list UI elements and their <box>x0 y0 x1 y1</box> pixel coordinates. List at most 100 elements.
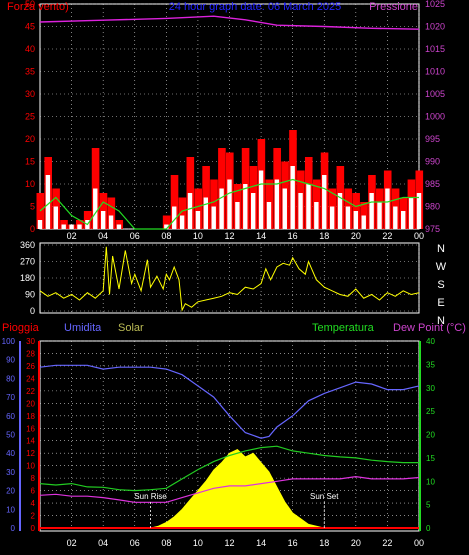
solar-series <box>150 449 325 529</box>
humidity-line <box>39 364 420 439</box>
pressure-tick-label: 1015 <box>425 44 445 54</box>
humidity-tick-label: 10 <box>6 505 15 514</box>
sunrise-label: Sun Rise <box>134 492 167 501</box>
humidity-tick-label: 70 <box>6 393 15 402</box>
rain-tick-label: 10 <box>26 462 35 471</box>
gust-bar <box>194 188 203 229</box>
temperature-tick-label: 40 <box>426 337 435 346</box>
wind-tick-label: 20 <box>25 134 35 144</box>
wind-bar <box>393 206 398 229</box>
rain-tick-label: 18 <box>26 412 35 421</box>
wind-axis-label: Forza vento) <box>7 1 69 13</box>
wind-bar <box>329 206 335 229</box>
x-tick-label: 00 <box>414 538 424 548</box>
pressure-tick-label: 1000 <box>425 112 445 122</box>
x-tick-label: 20 <box>351 538 361 548</box>
temperature-tick-label: 20 <box>426 431 435 440</box>
wind-tick-label: 40 <box>25 44 35 54</box>
x-tick-label: 12 <box>224 538 234 548</box>
solar-label: Solar <box>118 322 144 334</box>
x-tick-label: 16 <box>288 231 298 241</box>
humidity-tick-label: 50 <box>6 431 15 440</box>
rain-tick-label: 30 <box>26 337 35 346</box>
x-tick-label: 16 <box>288 538 298 548</box>
humidity-tick-label: 90 <box>6 356 15 365</box>
temperature-axis-bar <box>419 341 421 531</box>
temperature-tick-label: 10 <box>426 477 435 486</box>
humidity-tick-label: 20 <box>6 487 15 496</box>
rain-tick-label: 6 <box>31 487 36 496</box>
x-tick-label: 20 <box>351 231 361 241</box>
wind-bar <box>108 215 114 229</box>
pressure-tick-label: 1025 <box>425 0 445 9</box>
temperature-axis-label: Temperatura <box>312 322 375 334</box>
wind-bar <box>322 175 327 229</box>
rain-tick-label: 8 <box>31 474 36 483</box>
pressure-tick-label: 1005 <box>425 89 445 99</box>
sunset-label: Sun Set <box>310 492 339 501</box>
compass-letter: W <box>436 261 447 273</box>
direction-plot-frame <box>39 242 420 314</box>
compass-letter: S <box>437 279 444 291</box>
compass-letter: N <box>437 315 445 327</box>
wind-bar <box>306 184 311 229</box>
wind-bar <box>385 188 390 229</box>
humidity-axis-label: Umidita <box>64 322 102 334</box>
wind-bar <box>61 224 66 229</box>
wind-bar <box>377 202 382 229</box>
direction-tick-label: 0 <box>30 306 35 316</box>
rain-tick-label: 12 <box>26 449 35 458</box>
solar-area <box>150 449 325 529</box>
temperature-ticks: 0 5 10 15 20 25 30 35 40 <box>426 337 435 533</box>
wind-tick-label: 10 <box>25 179 35 189</box>
compass-letter: E <box>437 297 444 309</box>
wind-bar <box>408 197 414 229</box>
pressure-tick-label: 995 <box>425 134 440 144</box>
direction-tick-label: 180 <box>20 273 35 283</box>
wind-bar <box>45 175 51 229</box>
wind-bar <box>219 188 224 229</box>
x-tick-label: 08 <box>161 231 171 241</box>
wind-bar <box>164 224 169 229</box>
rain-tick-label: 0 <box>31 524 36 533</box>
wind-bar <box>243 184 248 229</box>
wind-bar <box>172 206 177 229</box>
climate-series <box>39 364 420 529</box>
humidity-tick-label: 30 <box>6 468 15 477</box>
pressure-tick-label: 975 <box>425 224 440 234</box>
dewpoint-line <box>39 475 420 503</box>
rain-tick-label: 22 <box>26 387 35 396</box>
x-tick-label: 10 <box>193 538 203 548</box>
wind-bar <box>337 193 343 229</box>
wind-bar <box>266 202 272 229</box>
direction-tick-label: 360 <box>20 240 35 250</box>
x-tick-label: 18 <box>319 538 329 548</box>
direction-tick-label: 270 <box>20 257 35 267</box>
rain-tick-label: 16 <box>26 424 35 433</box>
rain-tick-label: 4 <box>31 499 36 508</box>
wind-bar <box>93 188 98 229</box>
pressure-tick-label: 1010 <box>425 67 445 77</box>
wind-bar <box>345 206 351 229</box>
pressure-tick-label: 985 <box>425 179 440 189</box>
top-x-ticks: 02 04 06 08 10 12 14 16 18 20 22 00 <box>67 231 424 241</box>
x-tick-label: 14 <box>256 231 266 241</box>
rain-tick-label: 20 <box>26 399 35 408</box>
temperature-tick-label: 25 <box>426 407 435 416</box>
rain-tick-label: 2 <box>31 512 36 521</box>
x-tick-label: 00 <box>414 231 424 241</box>
wind-tick-label: 5 <box>30 202 35 212</box>
rain-tick-label: 14 <box>26 437 35 446</box>
wind-bar <box>361 215 366 229</box>
wind-direction-line <box>39 246 420 312</box>
pressure-tick-label: 980 <box>425 202 440 212</box>
pressure-ticks: 975 980 985 990 995 1000 1005 1010 1015 1020 1025 <box>425 0 445 234</box>
wind-bar <box>116 224 122 229</box>
pressure-tick-label: 1020 <box>425 22 445 32</box>
wind-bar <box>211 206 216 229</box>
humidity-axis-bar <box>19 341 21 531</box>
wind-pressure-grid <box>40 3 420 230</box>
wind-bar <box>69 224 74 229</box>
